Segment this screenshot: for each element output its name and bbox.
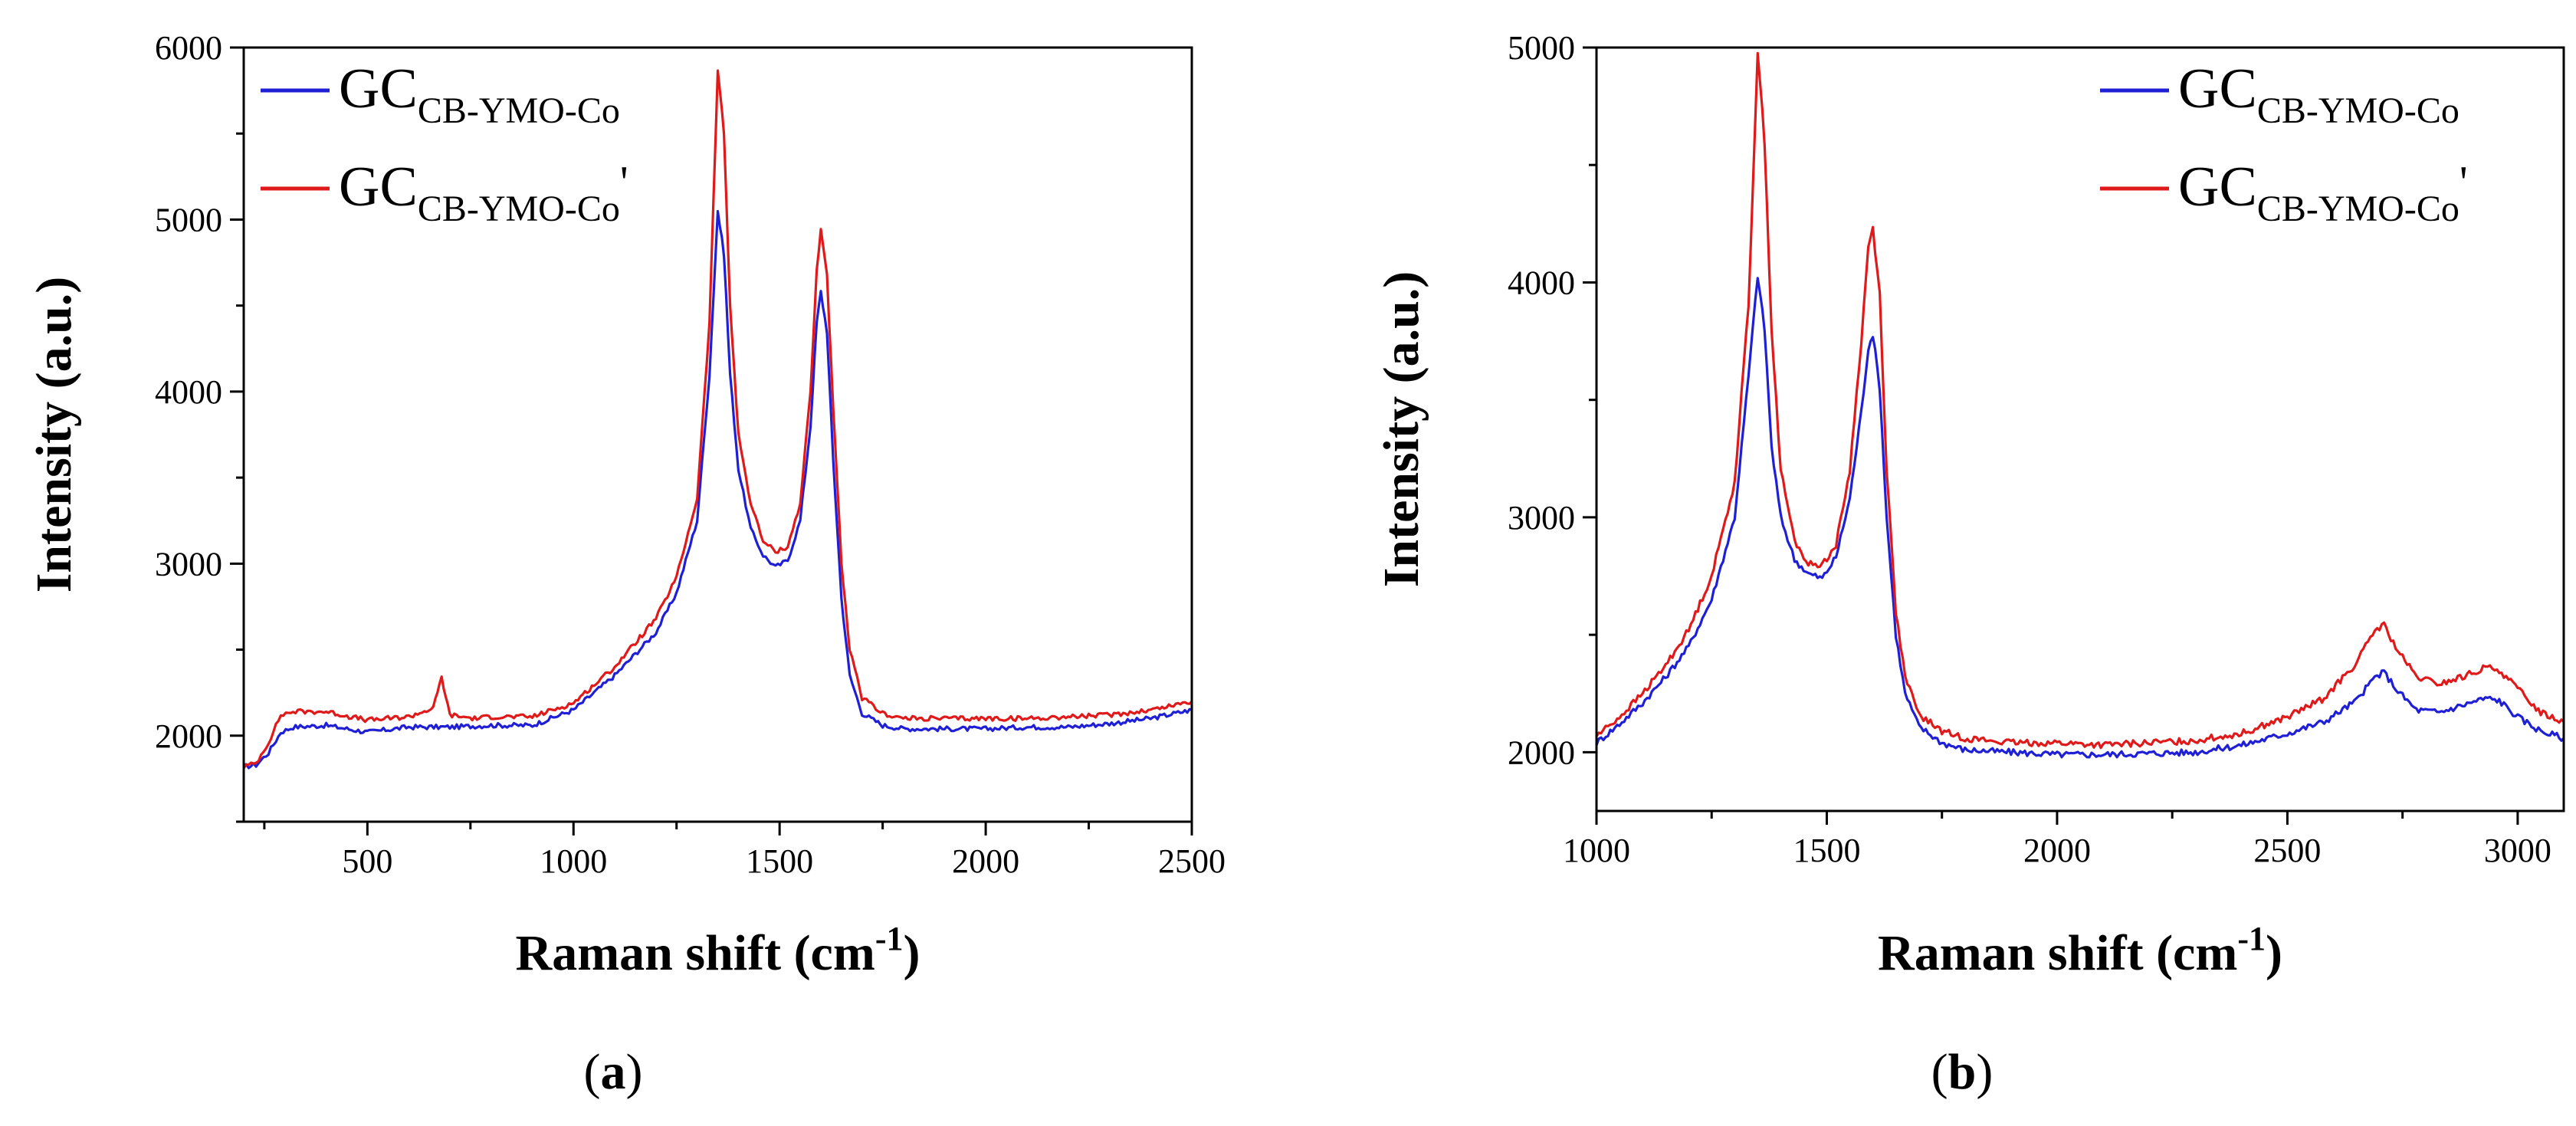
legend-label-main: GC <box>2178 57 2257 120</box>
legend-label: GCCB-YMO-Co <box>2178 57 2460 131</box>
panel-b-plot-frame <box>1595 46 2565 812</box>
panel-a-marks: 500 1000 1500 2000 2500 2000 3000 4000 5000 6000 G… <box>155 29 1226 880</box>
y-tick-label: 3000 <box>1508 499 1575 537</box>
panel-b-x-axis-title-main: Raman shift (cm <box>1878 925 2237 981</box>
y-tick-label: 4000 <box>1508 264 1575 301</box>
legend-label: GCCB-YMO-Co' <box>2178 156 2468 229</box>
y-tick-label: 2000 <box>155 717 222 755</box>
panel-b-y-axis-title: Intensity (a.u.) <box>1373 271 1429 588</box>
panel-b-sub-label-letter: b <box>1948 1044 1977 1100</box>
legend-label: GCCB-YMO-Co <box>339 57 620 131</box>
panel-b-x-axis-title-close: ) <box>2266 925 2282 981</box>
x-tick-label: 2500 <box>1158 842 1226 880</box>
series-line-2 <box>242 69 1193 770</box>
x-tick-label: 500 <box>342 842 392 880</box>
x-tick-label: 2500 <box>2253 832 2321 869</box>
series-line-2 <box>1595 51 2565 750</box>
x-tick-label: 2000 <box>2023 832 2091 869</box>
legend-label-sub: CB-YMO-Co <box>2257 189 2460 229</box>
y-tick-label: 4000 <box>155 373 222 411</box>
x-tick-label: 1500 <box>746 842 813 880</box>
panel-a: 500 1000 1500 2000 2500 2000 3000 4000 5000 6000 G… <box>0 0 1257 1100</box>
panel-a-x-axis-title-sup: -1 <box>875 920 904 957</box>
panel-b-sub-label: (b) <box>1931 1044 1994 1100</box>
panel-a-x-axis-title-main: Raman shift (cm <box>516 925 875 981</box>
panel-a-plot-frame <box>242 46 1193 823</box>
series-line-1 <box>1595 277 2565 759</box>
legend-label-main: GC <box>339 156 418 218</box>
panel-b-marks: 1000 1500 2000 2500 30002000300040005000GCCB… <box>1508 29 2565 869</box>
panel-a-x-axis-title-close: ) <box>903 925 920 981</box>
x-tick-label: 3000 <box>2484 832 2551 869</box>
panel-b: 1000 1500 2000 2500 30002000300040005000GCCB… <box>1372 0 2576 1100</box>
legend-label-sub: CB-YMO-Co <box>418 189 620 229</box>
legend-label-suffix: ' <box>620 157 628 208</box>
panel-a-y-axis-title: Intensity (a.u.) <box>26 277 82 593</box>
panel-a-sub-label: (a) <box>584 1044 643 1100</box>
panel-b-x-axis-title-sup: -1 <box>2237 920 2266 957</box>
x-tick-label: 1000 <box>1563 832 1630 869</box>
y-tick-label: 6000 <box>155 29 222 67</box>
panel-a-x-axis-title: Raman shift (cm-1) <box>516 920 920 981</box>
panel-b-x-axis-title: Raman shift (cm-1) <box>1878 920 2282 981</box>
y-tick-label: 2000 <box>1508 734 1575 771</box>
y-tick-label: 5000 <box>1508 29 1575 67</box>
legend-label-suffix: ' <box>2460 157 2468 208</box>
x-tick-label: 1000 <box>540 842 607 880</box>
series-line-1 <box>243 209 1193 770</box>
y-tick-label: 5000 <box>155 201 222 238</box>
legend-label-sub: CB-YMO-Co <box>418 90 620 131</box>
legend-label: GCCB-YMO-Co' <box>339 156 628 229</box>
x-tick-label: 2000 <box>952 842 1019 880</box>
legend-label-sub: CB-YMO-Co <box>2257 90 2460 131</box>
legend-label-main: GC <box>339 57 418 120</box>
y-tick-label: 3000 <box>155 545 222 583</box>
legend-label-main: GC <box>2178 156 2257 218</box>
x-tick-label: 1500 <box>1793 832 1860 869</box>
panel-a-sub-label-letter: a <box>601 1044 626 1100</box>
